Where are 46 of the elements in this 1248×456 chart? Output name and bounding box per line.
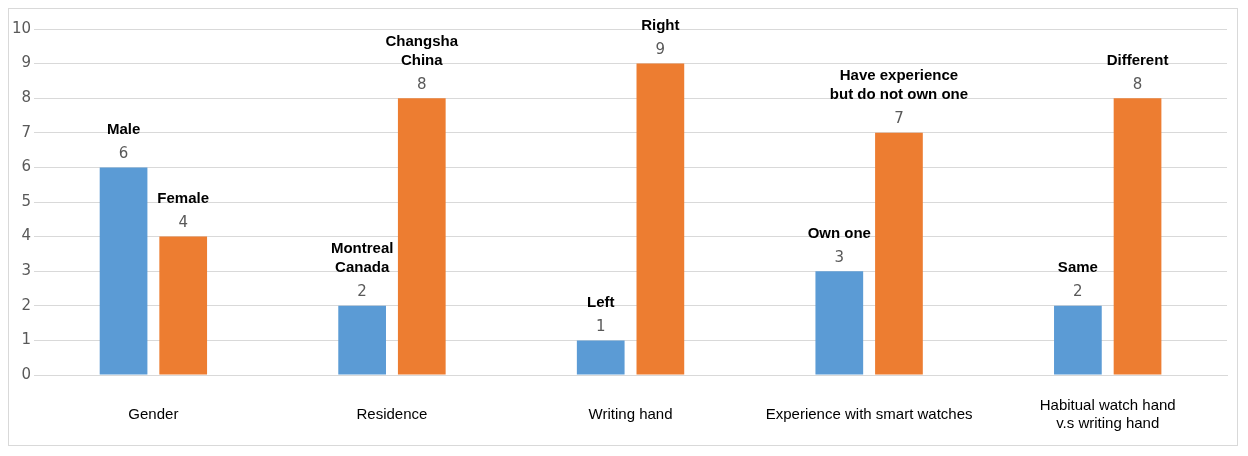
- annotation: Female: [157, 189, 210, 207]
- bar: [875, 132, 923, 375]
- bar: [815, 271, 864, 375]
- annotation: Own one: [807, 223, 871, 241]
- bar: [338, 305, 386, 375]
- annotation: Montreal Canada: [330, 239, 394, 276]
- bar: [1054, 305, 1102, 375]
- annotation: Right: [641, 16, 680, 34]
- y-tick-label: 6: [21, 157, 32, 176]
- data-label: 9: [655, 39, 666, 58]
- bar: [636, 63, 685, 375]
- data-label: 8: [1132, 74, 1143, 93]
- x-tick-label: Residence: [356, 404, 428, 422]
- y-tick-label: 4: [21, 226, 32, 245]
- y-tick-label: 3: [21, 261, 32, 280]
- y-tick-label: 0: [21, 364, 32, 383]
- annotation: Same: [1057, 258, 1098, 276]
- x-tick-label: Writing hand: [588, 404, 673, 422]
- annotation: Different: [1106, 50, 1169, 68]
- data-label: 2: [1073, 282, 1083, 301]
- y-tick-label: 1: [21, 330, 32, 349]
- annotation: Have experience but do not own one: [829, 66, 969, 103]
- x-tick-label: Experience with smart watches: [765, 404, 973, 422]
- y-tick-label: 2: [21, 295, 32, 314]
- y-tick-label: 10: [11, 18, 32, 37]
- data-label: 1: [595, 316, 606, 335]
- data-label: 7: [894, 109, 904, 128]
- data-label: 3: [834, 247, 845, 266]
- bar: [576, 340, 625, 375]
- data-label: 2: [357, 282, 367, 301]
- annotation: Male: [106, 120, 141, 138]
- x-tick-label: Habitual watch hand v.s writing hand: [1039, 395, 1176, 431]
- bar: [99, 167, 148, 375]
- data-label: 4: [178, 212, 188, 231]
- data-label: 6: [118, 143, 129, 162]
- bar: [1113, 98, 1162, 375]
- data-label: 8: [417, 74, 427, 93]
- y-tick-label: 7: [21, 122, 32, 141]
- bar: [397, 98, 446, 375]
- y-tick-label: 8: [21, 88, 32, 107]
- y-tick-label: 5: [21, 191, 32, 210]
- annotation: Changsha China: [385, 31, 459, 68]
- x-tick-label: Gender: [128, 404, 179, 422]
- bar: [159, 236, 208, 375]
- y-tick-label: 9: [21, 53, 32, 72]
- annotation: Left: [586, 293, 615, 311]
